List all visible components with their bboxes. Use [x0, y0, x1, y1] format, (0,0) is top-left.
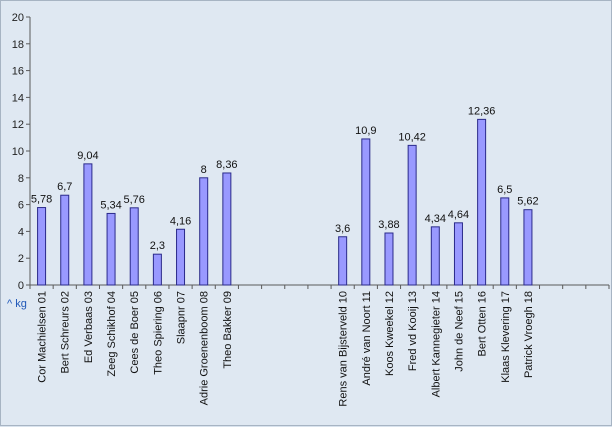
bar-data-label: 2,3 [150, 240, 165, 252]
bar [222, 172, 232, 286]
x-category-label: André van Noort 11 [361, 291, 373, 386]
x-category-label: Koos Kweekel 12 [384, 291, 396, 376]
bar-data-label: 8 [201, 164, 207, 176]
x-category-label: Bert Schreurs 02 [60, 291, 72, 374]
x-category-label: Fred vd Kooij 13 [407, 291, 419, 371]
bars-group [37, 118, 533, 286]
bar [176, 228, 186, 286]
y-tick-label: 2 [18, 253, 24, 265]
bar-data-label: 4,34 [425, 213, 446, 225]
x-axis-ticks [29, 285, 610, 289]
x-category-label: Zeeg Schikhof 04 [106, 291, 118, 377]
bar [152, 253, 162, 286]
bar [83, 163, 93, 286]
x-category-label: Patrick Vroegh 18 [523, 291, 535, 378]
bar [199, 177, 209, 286]
bar-data-label: 5,62 [517, 196, 538, 208]
bar-data-label: 10,9 [355, 125, 376, 137]
data-labels-group: 5,78 6,7 9,04 5,34 5,76 2,3 4,16 8 8,36 3,6 10,9 3,… [31, 105, 539, 252]
bar [384, 232, 394, 286]
bar-data-label: 12,36 [468, 105, 496, 117]
bar [477, 118, 487, 286]
bar-data-label: 5,76 [124, 194, 145, 206]
y-tick-label: 4 [18, 226, 24, 238]
bar-data-label: 3,88 [378, 219, 399, 231]
bar-data-label: 6,5 [497, 184, 512, 196]
bar-data-label: 10,42 [398, 131, 426, 143]
bar-data-label: 9,04 [77, 150, 98, 162]
bar [37, 207, 47, 286]
category-labels-group: Cor Machielsen 01 Bert Schreurs 02 Ed Verb… [37, 291, 535, 407]
bar [430, 226, 440, 286]
x-category-label: Rens van Bijsterveld 10 [338, 291, 350, 407]
y-tick-label: 6 [18, 200, 24, 212]
y-axis-ticks: 0 2 4 6 8 10 12 14 16 18 20 [12, 12, 30, 292]
y-tick-label: 20 [12, 12, 24, 24]
y-tick-label: 8 [18, 173, 24, 185]
y-tick-label: 0 [18, 280, 24, 292]
x-category-label: John de Neef 15 [453, 291, 465, 372]
x-category-label: Theo Bakker 09 [222, 291, 234, 369]
bar [338, 236, 348, 286]
bar-data-label: 6,7 [57, 181, 72, 193]
bar-data-label: 4,16 [170, 215, 191, 227]
unit-label: ^ kg [7, 298, 27, 310]
x-category-label: Albert Kannegieter 14 [430, 291, 442, 397]
bar-data-label: 3,6 [335, 223, 350, 235]
bar-data-label: 4,64 [448, 209, 469, 221]
x-category-label: Slaapnr 07 [176, 291, 188, 344]
bar [500, 197, 510, 286]
bar [361, 138, 371, 286]
y-tick-label: 14 [12, 92, 24, 104]
x-category-label: Cees de Boer 05 [129, 291, 141, 374]
x-category-label: Ed Verbaas 03 [83, 291, 95, 363]
bar [407, 144, 417, 286]
bar [523, 209, 533, 286]
bar-data-label: 5,34 [100, 199, 121, 211]
y-tick-label: 16 [12, 66, 24, 78]
x-category-label: Adrie Groenenboom 08 [199, 291, 211, 405]
y-tick-label: 10 [12, 146, 24, 158]
bar-data-label: 5,78 [31, 194, 52, 206]
bar [106, 212, 116, 286]
y-tick-label: 18 [12, 39, 24, 51]
bar [453, 222, 463, 286]
x-category-label: Cor Machielsen 01 [37, 291, 49, 383]
bar [60, 194, 70, 286]
bar-data-label: 8,36 [216, 159, 237, 171]
x-category-label: Theo Spiering 06 [152, 291, 164, 375]
x-category-label: Bert Otten 16 [477, 291, 489, 356]
y-tick-label: 12 [12, 119, 24, 131]
bar [129, 207, 139, 286]
x-category-label: Klaas Klevering 17 [500, 291, 512, 383]
